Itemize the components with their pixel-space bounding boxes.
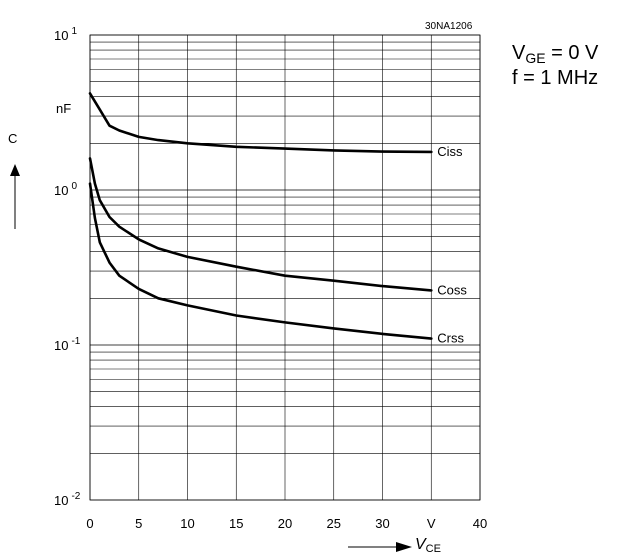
series-crss-line (88, 182, 433, 340)
y-unit-label: nF (56, 101, 71, 116)
x-axis-arrow (348, 542, 412, 552)
series-label-coss: Coss (437, 282, 467, 297)
x-tick-label: 15 (229, 516, 243, 531)
y-axis-label: C (8, 131, 17, 146)
x-tick-label: 5 (135, 516, 142, 531)
y-tick-label: 10 1 (54, 26, 77, 43)
series-labels: Ciss Coss Crss (437, 144, 467, 346)
x-tick-labels: 0 5 10 15 20 25 30 V 40 (86, 516, 487, 531)
condition-frequency: f = 1 MHz (512, 67, 598, 89)
y-tick-label: 10 -1 (54, 336, 81, 353)
x-tick-label: V (427, 516, 436, 531)
x-axis-label: VCE (415, 536, 441, 552)
x-tick-label: 10 (180, 516, 194, 531)
plot-frame (89, 34, 481, 501)
x-tick-label: 20 (278, 516, 292, 531)
series-label-crss: Crss (437, 331, 464, 346)
series-label-ciss: Ciss (437, 144, 463, 159)
condition-vge: VGE = 0 V (512, 42, 599, 66)
x-tick-label: 30 (375, 516, 389, 531)
y-tick-label: 10 -2 (54, 491, 81, 508)
series-ciss-line (88, 92, 433, 154)
series-coss-line (88, 157, 433, 292)
figure-id: 30NA1206 (425, 21, 473, 32)
x-tick-label: 40 (473, 516, 487, 531)
y-axis-arrow (10, 164, 20, 229)
grid (89, 34, 481, 501)
x-tick-label: 0 (86, 516, 93, 531)
x-tick-label: 25 (327, 516, 341, 531)
curves (88, 92, 433, 340)
y-tick-label: 10 0 (54, 181, 77, 198)
